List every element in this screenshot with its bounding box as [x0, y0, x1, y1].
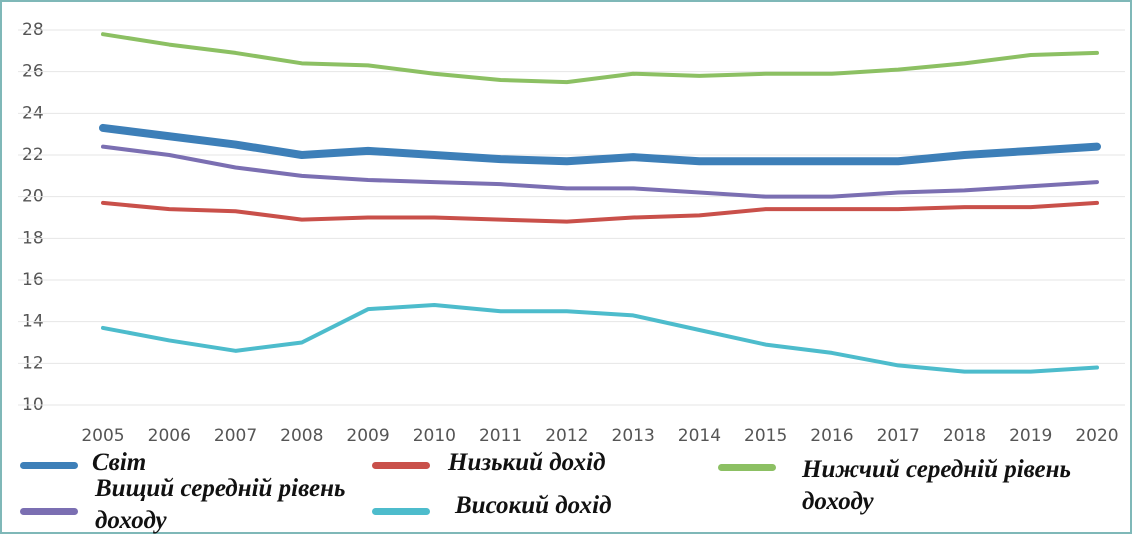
x-tick-label: 2019 — [1009, 426, 1052, 446]
x-tick-label: 2018 — [943, 426, 986, 446]
x-tick-label: 2013 — [612, 426, 655, 446]
series-line — [101, 32, 1099, 85]
series-line — [101, 200, 1099, 224]
x-tick-label: 2010 — [413, 426, 456, 446]
x-tick-label: 2009 — [346, 426, 389, 446]
legend-swatch — [20, 508, 78, 515]
legend-swatch — [372, 462, 430, 469]
x-tick-label: 2014 — [678, 426, 721, 446]
x-tick-label: 2017 — [877, 426, 920, 446]
x-tick-label: 2006 — [148, 426, 191, 446]
x-tick-label: 2015 — [744, 426, 787, 446]
x-tick-label: 2007 — [214, 426, 257, 446]
series-line — [101, 303, 1099, 374]
legend-label: Низький дохід — [448, 449, 606, 476]
x-tick-label: 2012 — [545, 426, 588, 446]
x-tick-label: 2016 — [810, 426, 853, 446]
legend-label: Нижчий середній рівень доходу — [802, 456, 1071, 515]
series-line — [101, 144, 1099, 199]
legend-label: Вищий середній рівень доходу — [95, 475, 346, 534]
x-tick-label: 2008 — [280, 426, 323, 446]
legend-swatch — [372, 508, 430, 515]
legend-swatch — [20, 462, 78, 469]
legend-swatch — [718, 464, 776, 471]
x-tick-label: 2005 — [81, 426, 124, 446]
x-tick-label: 2020 — [1075, 426, 1118, 446]
series-line — [99, 123, 1101, 166]
x-tick-label: 2011 — [479, 426, 522, 446]
legend-label: Високий дохід — [455, 492, 612, 519]
legend-label: Світ — [92, 449, 147, 476]
